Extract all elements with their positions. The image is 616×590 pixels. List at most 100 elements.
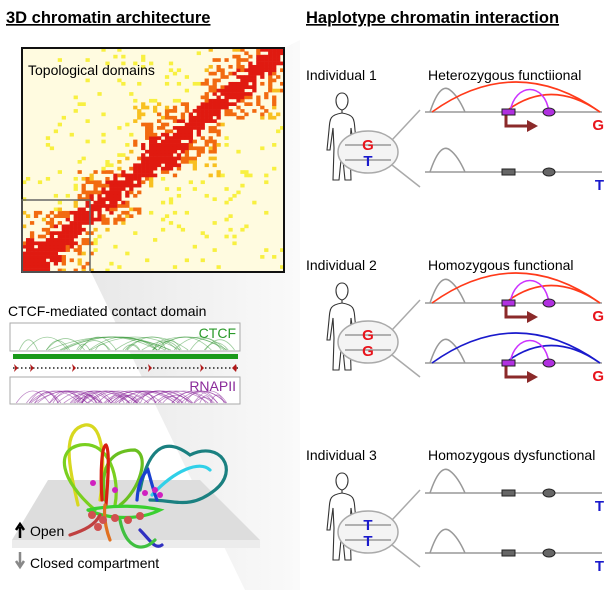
haplotype-track: T: [425, 147, 604, 194]
heatmap-cell: [153, 146, 158, 151]
heatmap-cell: [276, 88, 281, 93]
heatmap-cell: [101, 214, 106, 218]
heatmap-cell: [164, 214, 170, 218]
heatmap-cell: [228, 112, 233, 117]
heatmap-cell: [264, 68, 269, 73]
heatmap-cell: [248, 64, 253, 69]
heatmap-cell: [85, 214, 90, 218]
heatmap-cell: [168, 109, 174, 113]
heatmap-cell: [22, 210, 27, 215]
ctcf-motif: [200, 364, 204, 372]
heatmap-cell: [184, 75, 190, 79]
heatmap-cell: [105, 61, 110, 66]
heatmap-cell: [145, 166, 150, 171]
heatmap-cell: [33, 255, 39, 259]
heatmap-cell: [228, 214, 233, 218]
heatmap-cell: [85, 217, 90, 222]
heatmap-cell: [280, 126, 285, 130]
haplotype-track: T: [425, 528, 604, 575]
heatmap-cell: [22, 224, 27, 229]
track-allele-label: G: [592, 368, 604, 385]
heatmap-cell: [240, 58, 245, 62]
heatmap-cell: [45, 231, 51, 235]
heatmap-cell: [133, 173, 138, 178]
heatmap-cell: [176, 98, 182, 103]
heatmap-cell: [248, 92, 253, 96]
heatmap-cell: [61, 214, 66, 218]
heatmap-cell: [188, 139, 193, 144]
heatmap-cell: [236, 54, 241, 59]
heatmap-cell: [45, 241, 51, 246]
heatmap-cell: [276, 129, 281, 134]
heatmap-cell: [212, 88, 217, 93]
heatmap-cell: [264, 180, 269, 185]
heatmap-cell: [121, 153, 126, 157]
heatmap-cell: [153, 98, 158, 103]
heatmap-cell: [149, 170, 154, 174]
heatmap-cell: [73, 231, 78, 235]
heatmap-cell: [168, 129, 174, 134]
heatmap-cell: [61, 255, 66, 259]
heatmap-cell: [164, 143, 170, 147]
heatmap-cell: [176, 81, 182, 86]
heatmap-cell: [212, 98, 217, 103]
interaction-arc: [504, 344, 601, 364]
heatmap-cell: [272, 166, 277, 171]
interaction-arc: [152, 336, 225, 351]
heatmap-cell: [117, 166, 122, 171]
heatmap-cell: [81, 197, 86, 202]
heatmap-cell: [85, 190, 90, 195]
heatmap-cell: [260, 115, 265, 120]
heatmap-cell: [168, 160, 174, 164]
heatmap-cell: [49, 221, 55, 225]
heatmap-cell: [252, 78, 257, 83]
heatmap-cell: [180, 119, 186, 123]
heatmap-cell: [101, 183, 106, 188]
heatmap-cell: [53, 207, 59, 212]
heatmap-cell: [184, 126, 190, 130]
heatmap-cell: [272, 255, 277, 259]
heatmap-cell: [228, 227, 233, 232]
heatmap-cell: [160, 166, 166, 171]
heatmap-cell: [145, 173, 150, 178]
heatmap-cell: [85, 78, 90, 83]
heatmap-cell: [29, 244, 35, 249]
heatmap-cell: [268, 81, 273, 86]
heatmap-cell: [37, 210, 43, 215]
heatmap-cell: [85, 180, 90, 185]
svg-text:Closed compartment: Closed compartment: [30, 555, 159, 571]
heatmap-label: Topological domains: [28, 62, 155, 78]
heatmap-cell: [145, 105, 150, 110]
heatmap-cell: [105, 217, 110, 222]
heatmap-cell: [232, 95, 237, 100]
heatmap-cell: [129, 176, 134, 181]
heatmap-cell: [200, 81, 205, 86]
heatmap-cell: [145, 126, 150, 130]
heatmap-cell: [180, 146, 186, 151]
heatmap-cell: [240, 81, 245, 86]
heatmap-cell: [93, 248, 98, 252]
heatmap-cell: [208, 119, 213, 123]
promoter-box: [501, 549, 516, 557]
heatmap-cell: [113, 173, 118, 178]
heatmap-cell: [93, 187, 98, 191]
heatmap-cell: [248, 85, 253, 90]
heatmap-cell: [216, 122, 221, 127]
heatmap-cell: [141, 143, 146, 147]
heatmap-cell: [240, 115, 245, 120]
heatmap-cell: [208, 173, 213, 178]
heatmap-cell: [41, 268, 47, 273]
heatmap-cell: [69, 210, 74, 215]
heatmap-cell: [85, 193, 90, 198]
heatmap-cell: [125, 210, 130, 215]
heatmap-cell: [141, 58, 146, 62]
heatmap-cell: [121, 221, 126, 225]
heatmap-cell: [105, 163, 110, 168]
heatmap-cell: [121, 61, 126, 66]
heatmap-cell: [276, 75, 281, 79]
heatmap-cell: [81, 217, 86, 222]
heatmap-cell: [125, 214, 130, 218]
heatmap-cell: [244, 224, 249, 229]
ctcf-motif: [232, 364, 237, 372]
